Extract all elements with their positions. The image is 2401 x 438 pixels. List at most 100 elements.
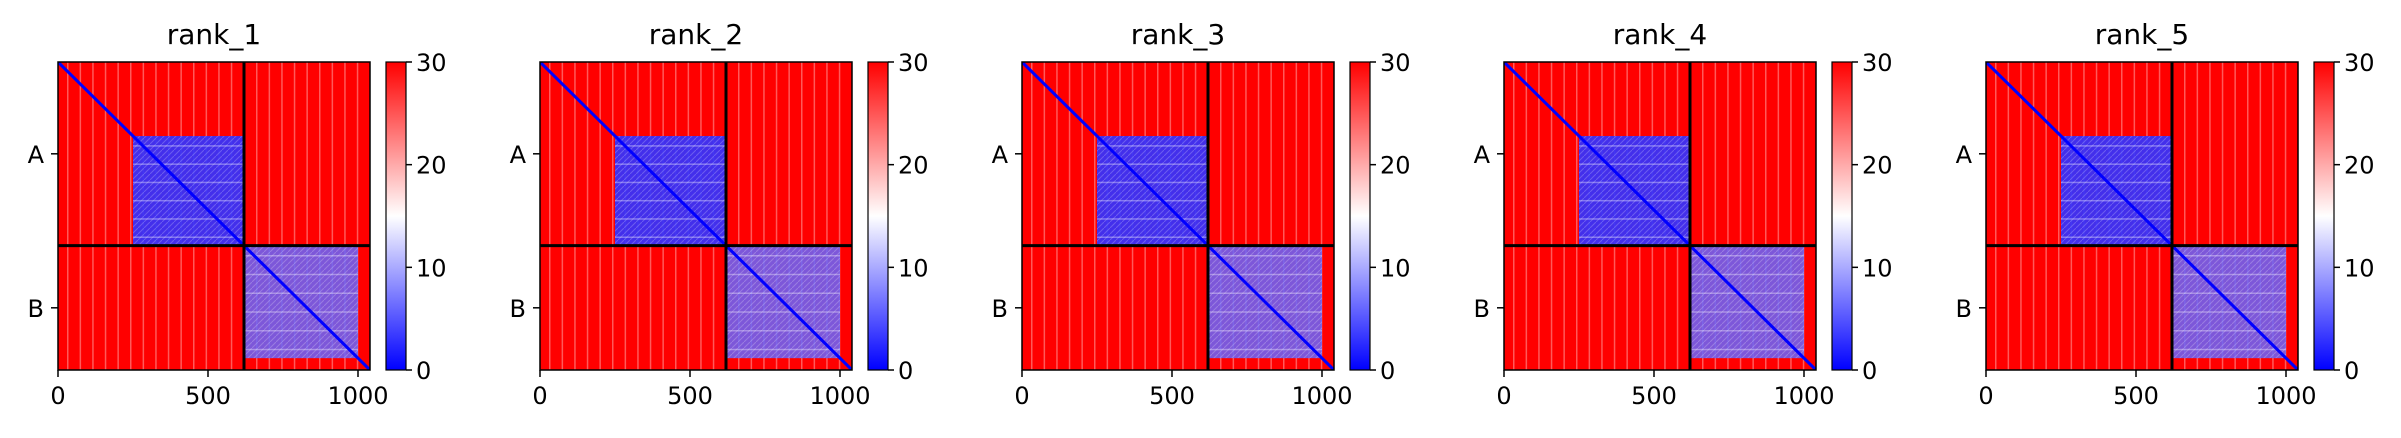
heatmap-streak bbox=[1576, 62, 1578, 370]
colorbar-tick-label: 10 bbox=[1380, 254, 1411, 282]
low-error-band bbox=[1097, 163, 1208, 165]
heatmap-streak bbox=[79, 62, 82, 370]
heatmap-streak bbox=[2259, 62, 2262, 370]
chain-label: B bbox=[28, 295, 44, 323]
heatmap-streak bbox=[738, 62, 740, 370]
low-error-band bbox=[615, 181, 726, 184]
low-error-band bbox=[2061, 181, 2172, 184]
low-error-band bbox=[1097, 145, 1208, 147]
colorbar-tick-label: 30 bbox=[1862, 49, 1893, 77]
heatmap-streak bbox=[1081, 62, 1083, 370]
heatmap-streak bbox=[306, 62, 308, 370]
heatmap-diagonal bbox=[540, 62, 852, 370]
colorbar bbox=[1349, 61, 1371, 371]
chain-label: B bbox=[992, 295, 1008, 323]
heatmap-streak bbox=[104, 62, 107, 370]
low-error-band bbox=[1690, 273, 1804, 276]
low-error-band bbox=[1579, 163, 1690, 165]
heatmap-streak bbox=[92, 62, 94, 370]
heatmap-streak bbox=[788, 62, 790, 370]
x-tick-label: 0 bbox=[1014, 382, 1029, 410]
low-error-band bbox=[133, 218, 244, 220]
low-error-band bbox=[1208, 273, 1322, 276]
heatmap-streak bbox=[801, 62, 803, 370]
heatmap-streak bbox=[1257, 62, 1260, 370]
heatmap-streak bbox=[344, 62, 346, 370]
low-error-band bbox=[2172, 254, 2286, 257]
panel-title: rank_4 bbox=[1613, 18, 1707, 51]
low-error-band bbox=[1097, 236, 1208, 238]
axes-frame bbox=[1021, 61, 1335, 371]
low-error-band bbox=[2172, 330, 2286, 332]
heatmap-streak bbox=[2032, 62, 2035, 370]
chain-label: A bbox=[28, 141, 45, 169]
chain-label: B bbox=[1956, 295, 1972, 323]
heatmap-field bbox=[58, 62, 370, 370]
heatmap-panel: rank_4 A B 0 500 1000 0 10 20 30 bbox=[1474, 18, 1893, 410]
heatmap-streak bbox=[1094, 62, 1096, 370]
low-error-band bbox=[1579, 145, 1690, 147]
low-error-band bbox=[244, 254, 358, 257]
chain-label: A bbox=[510, 141, 527, 169]
colorbar-tick-label: 30 bbox=[898, 49, 929, 77]
colorbar bbox=[1831, 61, 1853, 371]
chain-label: A bbox=[1956, 141, 1973, 169]
x-tick-label: 500 bbox=[1149, 382, 1195, 410]
low-error-band bbox=[244, 311, 358, 313]
colorbar-tick-label: 10 bbox=[2344, 254, 2375, 282]
low-error-band bbox=[1208, 330, 1322, 332]
axes-frame bbox=[1503, 61, 1817, 371]
heatmap-streak bbox=[1752, 62, 1754, 370]
heatmap-streak bbox=[1245, 62, 1247, 370]
colorbar-tick-label: 30 bbox=[1380, 49, 1411, 77]
axes-frame bbox=[57, 61, 371, 371]
colorbar-tick-label: 10 bbox=[898, 254, 929, 282]
colorbar bbox=[385, 61, 407, 371]
colorbar-tick-label: 10 bbox=[416, 254, 447, 282]
x-tick-label: 1000 bbox=[1773, 382, 1834, 410]
heatmap-streak bbox=[2209, 62, 2211, 370]
heatmap-streak bbox=[2058, 62, 2060, 370]
heatmap-field bbox=[1986, 62, 2298, 370]
low-error-band bbox=[2061, 218, 2172, 220]
heatmap-streak bbox=[549, 62, 551, 370]
low-error-band bbox=[1208, 348, 1322, 351]
x-tick-label: 1000 bbox=[2255, 382, 2316, 410]
heatmap-streak bbox=[1525, 62, 1528, 370]
heatmap-streak bbox=[1765, 62, 1767, 370]
heatmap-streak bbox=[268, 62, 271, 370]
heatmap-field bbox=[540, 62, 852, 370]
heatmap-streak bbox=[1714, 62, 1717, 370]
low-error-band bbox=[615, 218, 726, 220]
heatmap-streak bbox=[2196, 62, 2199, 370]
heatmap-streak bbox=[750, 62, 753, 370]
heatmap-field bbox=[1504, 62, 1816, 370]
x-tick-label: 1000 bbox=[809, 382, 870, 410]
heatmap-streak bbox=[1790, 62, 1792, 370]
heatmap-streak bbox=[331, 62, 334, 370]
heatmap-panel: rank_5 A B 0 500 1000 0 10 20 30 bbox=[1956, 18, 2375, 410]
heatmap-streak bbox=[319, 62, 321, 370]
heatmap-streak bbox=[1295, 62, 1298, 370]
heatmap-streak bbox=[1802, 62, 1805, 370]
heatmap-streak bbox=[356, 62, 359, 370]
chain-label: A bbox=[992, 141, 1009, 169]
axes-frame bbox=[539, 61, 853, 371]
low-error-band bbox=[1579, 199, 1690, 202]
colorbar-tick-label: 20 bbox=[2344, 152, 2375, 180]
heatmap-streak bbox=[1220, 62, 1222, 370]
heatmap-streak bbox=[586, 62, 589, 370]
x-tick-label: 500 bbox=[667, 382, 713, 410]
axes-frame bbox=[1985, 61, 2299, 371]
panel-title: rank_2 bbox=[649, 18, 743, 51]
heatmap-streak bbox=[1031, 62, 1033, 370]
low-error-band bbox=[2061, 199, 2172, 202]
heatmap-streak bbox=[67, 62, 69, 370]
heatmap-streak bbox=[1995, 62, 1997, 370]
heatmap-diagonal bbox=[1986, 62, 2298, 370]
heatmap-streak bbox=[293, 62, 296, 370]
heatmap-streak bbox=[1727, 62, 1729, 370]
colorbar-tick-label: 20 bbox=[416, 152, 447, 180]
heatmap-streak bbox=[117, 62, 119, 370]
heatmap-streak bbox=[2221, 62, 2224, 370]
